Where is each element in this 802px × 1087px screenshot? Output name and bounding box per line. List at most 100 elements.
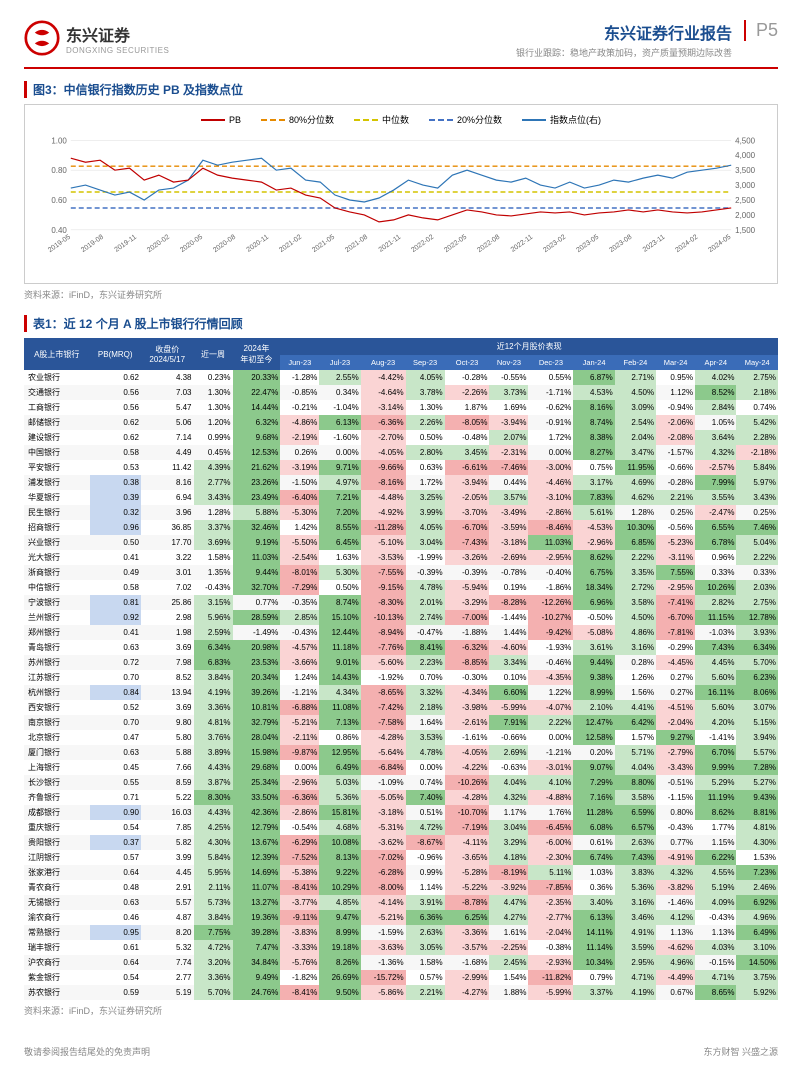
- svg-text:2021-02: 2021-02: [278, 234, 303, 254]
- footer-slogan: 东方财智 兴盛之源: [703, 1045, 778, 1058]
- chart-canvas: 0.40 0.60 0.80 1.00 1,500 2,000 2,500 3,000 3,5…: [33, 130, 769, 270]
- svg-text:4,500: 4,500: [735, 136, 755, 145]
- table-row: 渝农商行0.464.873.84%19.36%-9.11%9.47%-5.21%…: [24, 910, 778, 925]
- svg-text:2022-02: 2022-02: [410, 234, 435, 254]
- table-row: 郑州银行0.411.982.59%-1.49%-0.43%12.44%-8.94…: [24, 625, 778, 640]
- table-row: 青岛银行0.633.696.34%20.98%-4.57%11.18%-7.76…: [24, 640, 778, 655]
- svg-text:2022-11: 2022-11: [510, 234, 535, 254]
- svg-text:2020-05: 2020-05: [179, 234, 204, 254]
- svg-text:2020-02: 2020-02: [146, 234, 171, 254]
- table-row: 民生银行0.323.961.28%5.88%-5.30%7.20%-4.92%3…: [24, 505, 778, 520]
- table-row: 江阴银行0.573.995.84%12.39%-7.52%8.13%-7.02%…: [24, 850, 778, 865]
- table-row: 沪农商行0.647.743.20%34.84%-5.76%8.26%-1.36%…: [24, 955, 778, 970]
- svg-text:2024-05: 2024-05: [707, 234, 732, 254]
- page-number: P5: [744, 20, 778, 41]
- reference-lines: [71, 166, 731, 208]
- table-row: 张家港行0.644.455.95%14.69%-5.38%9.22%-6.28%…: [24, 865, 778, 880]
- svg-text:2024-02: 2024-02: [674, 234, 699, 254]
- y2-axis: 1,500 2,000 2,500 3,000 3,500 4,000 4,500: [735, 136, 755, 235]
- page-header: 东兴证券 DONGXING SECURITIES 东兴证券行业报告 银行业跟踪：…: [24, 20, 778, 69]
- table-row: 宁波银行0.8125.863.15%0.77%-0.35%8.74%-8.30%…: [24, 595, 778, 610]
- svg-text:2023-11: 2023-11: [642, 234, 667, 254]
- svg-text:3,500: 3,500: [735, 166, 755, 175]
- table1-title: 表1：近 12 个月 A 股上市银行行情回顾: [24, 315, 778, 332]
- table-row: 瑞丰银行0.615.324.72%7.47%-3.33%19.18%-3.63%…: [24, 940, 778, 955]
- svg-text:2023-02: 2023-02: [542, 234, 567, 254]
- table-row: 杭州银行0.8413.944.19%39.26%-1.21%4.34%-8.65…: [24, 685, 778, 700]
- svg-text:2,500: 2,500: [735, 196, 755, 205]
- table-row: 邮储银行0.625.061.20%6.32%-4.86%6.13%-6.36%2…: [24, 415, 778, 430]
- table-row: 光大银行0.413.221.58%11.03%-2.54%1.63%-3.53%…: [24, 550, 778, 565]
- figure3-chart: PB 80%分位数 中位数 20%分位数 指数点位(右) 0.40 0.60 0.80 1.0…: [24, 104, 778, 284]
- svg-text:2021-11: 2021-11: [378, 234, 403, 254]
- table-row: 华夏银行0.396.943.43%23.49%-6.40%7.21%-4.48%…: [24, 490, 778, 505]
- table-row: 工商银行0.565.471.30%14.44%-0.21%-1.04%-3.14…: [24, 400, 778, 415]
- table-row: 常熟银行0.958.207.75%39.28%-3.83%8.99%-1.59%…: [24, 925, 778, 940]
- svg-text:0.40: 0.40: [51, 226, 67, 235]
- table1-source: 资料来源：iFinD，东兴证券研究所: [24, 1004, 778, 1017]
- svg-text:2020-11: 2020-11: [246, 234, 271, 254]
- table-row: 齐鲁银行0.715.228.30%33.50%-6.36%5.36%-5.05%…: [24, 790, 778, 805]
- table-row: 西安银行0.523.693.36%10.81%-6.88%11.08%-7.42…: [24, 700, 778, 715]
- svg-text:2020-08: 2020-08: [212, 234, 237, 254]
- legend-item: 中位数: [354, 113, 409, 126]
- legend-item: 指数点位(右): [522, 113, 601, 126]
- page-footer: 敬请参阅报告结尾处的免责声明 东方财智 兴盛之源: [24, 1037, 778, 1058]
- table-row: 兴业银行0.5017.703.69%9.19%-5.50%6.45%-5.10%…: [24, 535, 778, 550]
- svg-text:0.60: 0.60: [51, 196, 67, 205]
- table-row: 青农商行0.482.912.11%11.07%-8.41%10.29%-8.00…: [24, 880, 778, 895]
- table-row: 苏州银行0.727.986.83%23.53%-3.66%9.01%-5.60%…: [24, 655, 778, 670]
- table-row: 中国银行0.584.490.45%12.53%0.26%0.00%-4.05%2…: [24, 445, 778, 460]
- svg-text:2021-05: 2021-05: [311, 234, 336, 254]
- brand-logo-icon: [24, 20, 60, 56]
- report-subtitle: 银行业跟踪：稳地产政策加码，资产质量预期边际改善: [516, 46, 732, 59]
- legend-item: PB: [201, 113, 241, 126]
- footer-disclaimer: 敬请参阅报告结尾处的免责声明: [24, 1045, 150, 1058]
- table-row: 北京银行0.475.803.76%28.04%-2.11%0.86%-4.28%…: [24, 730, 778, 745]
- svg-text:1.00: 1.00: [51, 136, 67, 145]
- svg-text:4,000: 4,000: [735, 151, 755, 160]
- table-row: 苏农银行0.595.195.70%24.76%-8.41%9.50%-5.86%…: [24, 985, 778, 1000]
- logo-area: 东兴证券 DONGXING SECURITIES: [24, 20, 169, 56]
- svg-text:2023-08: 2023-08: [608, 234, 633, 254]
- table-row: 平安银行0.5311.424.39%21.62%-3.19%9.71%-9.66…: [24, 460, 778, 475]
- svg-text:1,500: 1,500: [735, 226, 755, 235]
- table-row: 交通银行0.567.031.30%22.47%-0.85%0.34%-4.64%…: [24, 385, 778, 400]
- table1: A股上市银行PB(MRQ)收盘价2024/5/17近一周2024年年初至今近12…: [24, 338, 778, 1000]
- svg-text:2019-08: 2019-08: [80, 234, 105, 254]
- table-row: 中信银行0.587.02-0.43%32.70%-7.29%0.50%-9.15…: [24, 580, 778, 595]
- table-row: 兰州银行0.922.985.96%28.59%2.85%15.10%-10.13…: [24, 610, 778, 625]
- figure3-title: 图3：中信银行指数历史 PB 及指数点位: [24, 81, 778, 98]
- brand-name-en: DONGXING SECURITIES: [66, 46, 169, 55]
- svg-text:2023-05: 2023-05: [575, 234, 600, 254]
- table-row: 厦门银行0.635.883.89%15.98%-9.87%12.95%-5.64…: [24, 745, 778, 760]
- table-row: 紫金银行0.542.773.36%9.49%-1.82%26.69%-15.72…: [24, 970, 778, 985]
- table-row: 江苏银行0.708.523.84%20.34%1.24%14.43%-1.92%…: [24, 670, 778, 685]
- figure3-source: 资料来源：iFinD，东兴证券研究所: [24, 288, 778, 301]
- x-axis: 2019-05 2019-08 2019-11 2020-02 2020-05 2020-…: [47, 234, 732, 254]
- svg-text:0.80: 0.80: [51, 166, 67, 175]
- table-row: 招商银行0.9636.853.37%32.46%1.42%8.55%-11.28…: [24, 520, 778, 535]
- legend-item: 80%分位数: [261, 113, 334, 126]
- table-row: 重庆银行0.547.854.25%12.79%-0.54%4.68%-5.31%…: [24, 820, 778, 835]
- svg-text:2022-05: 2022-05: [443, 234, 468, 254]
- table-row: 南京银行0.709.804.81%32.79%-5.21%7.13%-7.58%…: [24, 715, 778, 730]
- svg-text:2021-08: 2021-08: [344, 234, 369, 254]
- svg-text:2019-05: 2019-05: [47, 234, 72, 254]
- report-title: 东兴证券行业报告: [516, 20, 732, 44]
- table-row: 无锡银行0.635.575.73%13.27%-3.77%4.85%-4.14%…: [24, 895, 778, 910]
- table-row: 成都银行0.9016.034.43%42.36%-2.86%15.81%-3.1…: [24, 805, 778, 820]
- svg-text:2,000: 2,000: [735, 211, 755, 220]
- y1-axis: 0.40 0.60 0.80 1.00: [51, 136, 67, 235]
- table-row: 浦发银行0.388.162.77%23.26%-1.50%4.97%-8.16%…: [24, 475, 778, 490]
- table-row: 长沙银行0.558.593.87%25.34%-2.96%5.03%-1.09%…: [24, 775, 778, 790]
- table-row: 建设银行0.627.140.99%9.68%-2.19%-1.60%-2.70%…: [24, 430, 778, 445]
- table-row: 农业银行0.624.380.23%20.33%-1.28%2.55%-4.42%…: [24, 370, 778, 385]
- table-row: 贵阳银行0.375.824.30%13.67%-6.29%10.08%-3.62…: [24, 835, 778, 850]
- svg-text:3,000: 3,000: [735, 181, 755, 190]
- chart-series: [71, 158, 731, 222]
- chart-legend: PB 80%分位数 中位数 20%分位数 指数点位(右): [33, 113, 769, 126]
- table-row: 浙商银行0.493.011.35%9.44%-8.01%5.30%-7.55%-…: [24, 565, 778, 580]
- svg-text:2019-11: 2019-11: [113, 234, 138, 254]
- legend-item: 20%分位数: [429, 113, 502, 126]
